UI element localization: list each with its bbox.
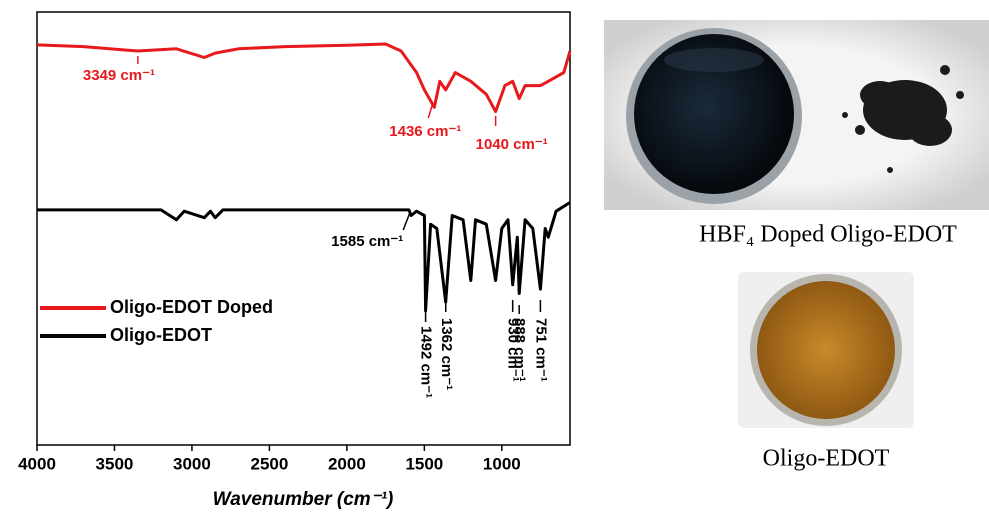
x-tick-label: 2500 (250, 454, 288, 473)
spectrum-line (37, 201, 571, 313)
annotation-line (427, 104, 433, 119)
annotation: 1436 cm⁻¹ (389, 123, 461, 140)
annotation: 930 cm⁻¹ (505, 318, 522, 382)
legend-label: Oligo-EDOT Doped (110, 297, 273, 317)
annotation: 751 cm⁻¹ (532, 318, 549, 382)
annotation: 1585 cm⁻¹ (331, 233, 403, 250)
x-tick-label: 3500 (96, 454, 134, 473)
dish-reflection (664, 48, 764, 72)
annotation: 1040 cm⁻¹ (476, 136, 548, 153)
plot-frame (36, 11, 571, 446)
x-tick-label: 2000 (328, 454, 366, 473)
annotation: 1362 cm⁻¹ (438, 318, 455, 390)
legend-label: Oligo-EDOT (110, 325, 212, 345)
powder (842, 65, 964, 173)
annotation: 888 cm⁻¹ (511, 318, 528, 382)
photo-caption: HBF₄ Doped Oligo-EDOT (699, 222, 957, 248)
dish-oligo-solution (757, 281, 895, 419)
annotation: 1492 cm⁻¹ (418, 326, 435, 398)
x-tick-label: 3000 (173, 454, 211, 473)
photo-caption: Oligo-EDOT (763, 446, 890, 472)
annotation: 3349 cm⁻¹ (83, 67, 155, 84)
x-tick-label: 1500 (405, 454, 443, 473)
x-tick-label: 1000 (483, 454, 521, 473)
x-axis-label: Wavenumber (cm⁻¹) (213, 489, 394, 510)
spectrum-line (36, 42, 572, 114)
dish-doped-solution (634, 34, 794, 194)
annotation-line (402, 211, 411, 231)
x-tick-label: 4000 (18, 454, 56, 473)
